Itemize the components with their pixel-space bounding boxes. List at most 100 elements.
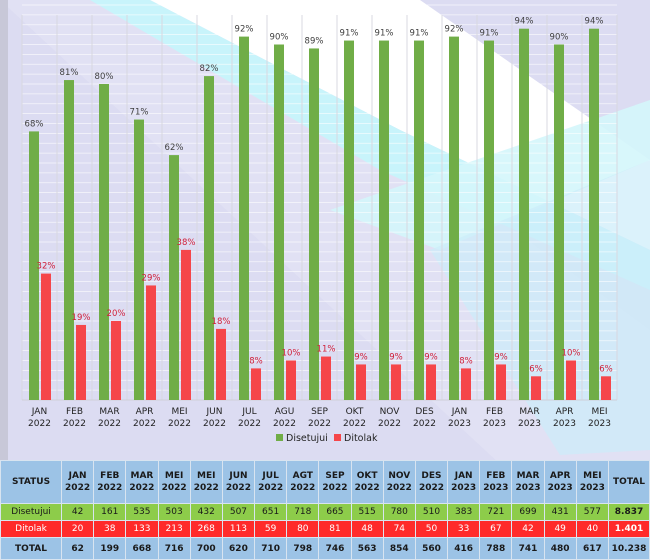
table-cell: 854 (382, 537, 416, 560)
data-label-rejected: 18% (212, 317, 231, 327)
column-header-year: 2022 (97, 483, 123, 493)
x-tick-year: 2022 (203, 419, 226, 429)
table-cell: 50 (414, 520, 449, 538)
table-cell: 42 (511, 520, 545, 538)
column-header: JUN 2022 (221, 460, 256, 504)
bar-rejected (216, 328, 226, 400)
column-header-month: FEB (486, 471, 506, 481)
table-cell: 665 (318, 503, 352, 521)
x-axis-ticks: JAN 2022 FEB 2022 MAR 2022 APR 2022 MEI 2022 JUN 20… (28, 407, 611, 429)
data-label-rejected: 20% (107, 309, 126, 319)
x-tick-month: JUN (206, 407, 223, 417)
table-row-total: TOTAL 62 199 668 716 700 620 710 798 746 563 854 560… (0, 537, 650, 560)
x-tick-month: FEB (66, 407, 83, 417)
column-header: MEI 2022 (157, 460, 191, 504)
column-header-year: 2022 (354, 483, 380, 493)
column-header-month: SEP (325, 471, 345, 481)
row-label: Ditolak (0, 520, 62, 538)
column-header: DES 2022 (414, 460, 449, 504)
bar-rejected (461, 368, 471, 400)
bar-approved (344, 40, 354, 401)
table-cell: 560 (414, 537, 449, 560)
bar-approved (449, 36, 459, 400)
table-cell: 718 (286, 503, 320, 521)
data-label-approved: 68% (25, 119, 44, 129)
x-tick-year: 2022 (273, 419, 296, 429)
table-cell: 199 (93, 537, 127, 560)
column-header-year: 2023 (515, 483, 541, 493)
table-cell: 62 (60, 537, 95, 560)
table-cell: 20 (60, 520, 95, 538)
bar-rejected (181, 249, 191, 400)
bar-rejected (146, 285, 156, 400)
chart-legend: Disetujui Ditolak (276, 433, 378, 444)
x-tick-year: 2022 (133, 419, 156, 429)
table-cell: 74 (382, 520, 416, 538)
row-label: Disetujui (0, 503, 62, 521)
data-label-approved: 92% (445, 25, 464, 35)
table-cell: 161 (93, 503, 127, 521)
bar-approved (169, 155, 179, 400)
column-header-year: 2022 (258, 483, 284, 493)
x-tick-month: APR (556, 407, 574, 417)
table-cell: 651 (254, 503, 288, 521)
column-header-month: MEI (164, 471, 184, 481)
table-cell: 563 (350, 537, 384, 560)
column-header-month: MEI (583, 471, 602, 481)
column-header-month: NOV (388, 471, 411, 481)
x-tick-year: 2022 (308, 419, 331, 429)
data-label-rejected: 9% (354, 352, 368, 362)
bar-approved (64, 80, 74, 401)
x-tick-year: 2023 (483, 419, 506, 429)
table-cell: 507 (221, 503, 256, 521)
table-cell: 515 (350, 503, 384, 521)
table-cell: 510 (414, 503, 449, 521)
table-cell: 535 (125, 503, 159, 521)
column-header-month: MEI (197, 471, 216, 481)
x-tick-month: FEB (486, 407, 503, 417)
data-label-approved: 91% (340, 29, 359, 39)
bar-rejected (496, 364, 506, 400)
data-label-approved: 62% (165, 143, 184, 153)
data-label-rejected: 10% (282, 349, 301, 359)
bar-approved (274, 44, 284, 400)
column-header: NOV 2022 (382, 460, 416, 504)
table-cell: 383 (447, 503, 481, 521)
row-total-cell: 10.238 (608, 537, 650, 560)
data-table: STATUS JAN 2022 FEB 2022 MAR 2022 MEI 2022 MEI 20… (0, 460, 650, 560)
chart-data-labels: 68% 32% 81% 19% 80% 20% 71% 29% 62% 38% 82% 18% 92% 8… (25, 17, 613, 375)
data-label-rejected: 11% (317, 345, 336, 355)
column-header-year: 2022 (225, 483, 251, 493)
x-tick-month: DES (415, 407, 434, 417)
table-cell: 480 (543, 537, 577, 560)
data-label-approved: 92% (235, 25, 254, 35)
column-header-month: JAN (454, 471, 473, 481)
column-header-year: 2023 (483, 483, 509, 493)
data-label-rejected: 6% (529, 364, 543, 374)
bar-rejected (111, 321, 121, 400)
row-total-cell: 1.401 (608, 520, 650, 538)
bar-rejected (356, 364, 366, 400)
table-cell: 741 (511, 537, 545, 560)
table-cell: 416 (447, 537, 481, 560)
data-label-rejected: 9% (424, 352, 438, 362)
legend-swatch-rejected (334, 434, 341, 441)
x-tick-year: 2023 (448, 419, 471, 429)
bar-rejected (391, 364, 401, 400)
column-header-year: 2023 (547, 483, 573, 493)
column-header-month: DES (421, 471, 442, 481)
x-tick-year: 2022 (378, 419, 401, 429)
column-header: APR 2023 (543, 460, 577, 504)
table-cell: 668 (125, 537, 159, 560)
table-cell: 80 (286, 520, 320, 538)
x-tick-year: 2023 (518, 419, 541, 429)
bar-rejected (286, 360, 296, 400)
bar-approved (134, 119, 144, 401)
column-header-month: JUN (229, 471, 248, 481)
bar-approved (554, 44, 564, 400)
x-tick-month: OKT (346, 407, 364, 417)
x-tick-month: JAN (451, 407, 467, 417)
data-label-rejected: 10% (562, 349, 581, 359)
table-cell: 788 (479, 537, 513, 560)
table-cell: 133 (125, 520, 159, 538)
